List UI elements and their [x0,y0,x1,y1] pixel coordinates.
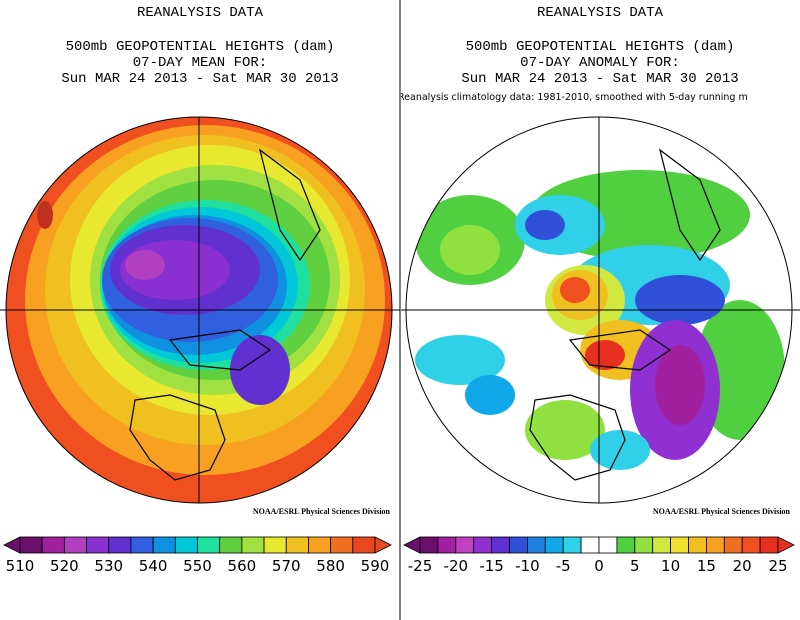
colorbar-box [86,536,110,554]
colorbar-box [741,536,761,554]
title-line: 07-DAY MEAN FOR: [133,55,267,71]
colorbar-box [723,536,743,554]
colorbar-label: -25 [408,557,433,575]
colorbar-box [580,536,600,554]
colorbar-label: 530 [94,557,123,575]
colorbar-label: 5 [630,557,640,575]
colorbar-box [527,536,546,554]
colorbar-box [509,536,528,554]
colorbar-box [108,536,132,554]
colorbar-box [285,536,309,554]
colorbar-label: 570 [272,557,301,575]
colorbar-box [688,536,707,554]
colorbar-label: 10 [661,557,680,575]
coastline [529,148,721,481]
colorbar-box [473,536,493,554]
colorbar-label: 510 [6,557,35,575]
colorbar-label: 560 [228,557,257,575]
colorbar-label: 0 [594,557,604,575]
title-line: 500mb GEOPOTENTIAL HEIGHTS (dam) [66,39,335,55]
colorbar-label: 590 [361,557,390,575]
colorbar-box [544,536,564,554]
title-line: REANALYSIS DATA [537,5,664,21]
colorbar-label: -20 [444,557,469,575]
title-line: Sun MAR 24 2013 - Sat MAR 30 2013 [461,71,738,87]
colorbar-box [130,536,154,554]
coastline [129,148,321,481]
colorbar-box [174,536,198,554]
colorbar-arrow [777,536,795,554]
colorbar-label: 25 [768,557,787,575]
colorbar-box [330,536,354,554]
colorbar-label: 550 [183,557,212,575]
colorbar-box [219,536,243,554]
colorbar-box [63,536,87,554]
colorbar-label: 15 [697,557,716,575]
credit: NOAA/ESRL Physical Sciences Division [653,507,791,516]
colorbar-box [41,536,65,554]
colorbar-box [759,536,779,554]
colorbar-label: -15 [479,557,504,575]
colorbar-label: -5 [556,557,571,575]
credit: NOAA/ESRL Physical Sciences Division [253,507,391,516]
title-line: 07-DAY ANOMALY FOR: [520,55,680,71]
colorbar-box [652,536,672,554]
note: Reanalysis climatology data: 1981-2010, … [398,92,748,103]
colorbar-label: 520 [50,557,79,575]
colorbar-box [152,536,176,554]
colorbar-arrow [374,536,392,554]
colorbar-box [706,536,725,554]
title-line: REANALYSIS DATA [137,5,264,21]
colorbar-box [352,536,376,554]
colorbar-box [616,536,636,554]
colorbar-box [419,536,439,554]
colorbar-arrow [403,536,421,554]
colorbar-label: 540 [139,557,168,575]
colorbar-box [263,536,287,554]
colorbar-label: 580 [316,557,345,575]
colorbar-box [562,536,582,554]
colorbar-label: 20 [733,557,752,575]
colorbar-box [491,536,510,554]
title-line: Sun MAR 24 2013 - Sat MAR 30 2013 [61,71,338,87]
title-line: 500mb GEOPOTENTIAL HEIGHTS (dam) [466,39,735,55]
colorbar-arrow [3,536,21,554]
colorbar-box [241,536,265,554]
colorbar-box [598,536,618,554]
colorbar-box [308,536,332,554]
colorbar-box [197,536,221,554]
colorbar-box [437,536,457,554]
colorbar-box [455,536,475,554]
colorbar-box [19,536,43,554]
mean-map [6,117,392,503]
colorbar-label: -10 [515,557,540,575]
colorbar-box [670,536,689,554]
colorbar-box [634,536,654,554]
